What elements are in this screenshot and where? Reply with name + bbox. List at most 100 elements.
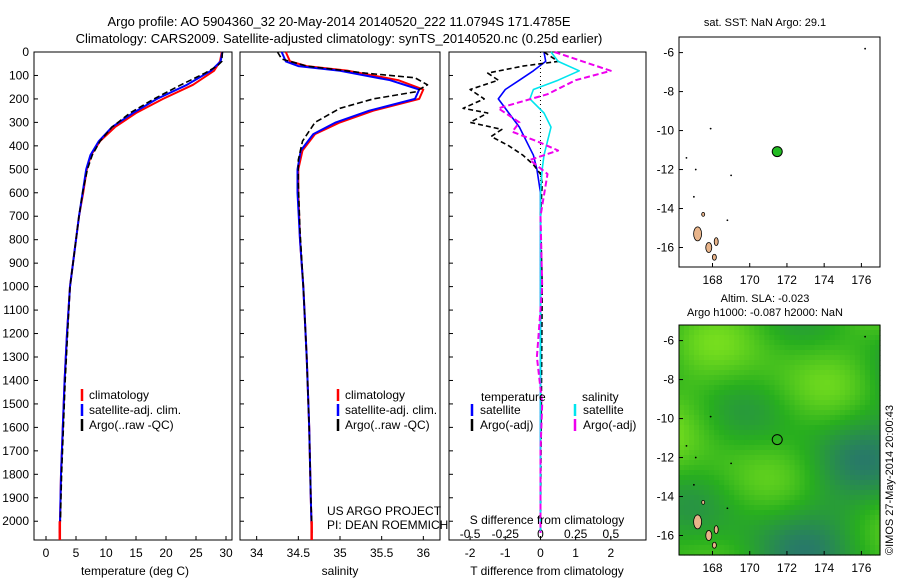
- heatmap-cell: [859, 370, 866, 376]
- heatmap-cell: [819, 400, 826, 406]
- heatmap-cell: [834, 375, 841, 381]
- heatmap-cell: [744, 405, 750, 411]
- heatmap-cell: [734, 385, 740, 391]
- heatmap-cell: [789, 455, 796, 461]
- heatmap-cell: [764, 455, 771, 461]
- heatmap-cell: [834, 420, 841, 426]
- heatmap-cell: [799, 530, 806, 536]
- heatmap-cell: [839, 455, 846, 461]
- heatmap-cell: [769, 465, 776, 471]
- heatmap-cell: [844, 485, 851, 491]
- heatmap-cell: [719, 425, 725, 431]
- heatmap-cell: [754, 365, 761, 371]
- heatmap-cell: [824, 445, 831, 451]
- heatmap-cell: [779, 495, 786, 501]
- heatmap-cell: [764, 385, 771, 391]
- heatmap-cell: [824, 550, 831, 556]
- heatmap-cell: [694, 380, 700, 386]
- heatmap-cell: [684, 375, 690, 381]
- heatmap-cell: [859, 480, 866, 486]
- heatmap-cell: [859, 375, 866, 381]
- heatmap-cell: [744, 435, 750, 441]
- heatmap-cell: [859, 530, 866, 536]
- heatmap-cell: [704, 360, 710, 366]
- y-tick-label: -10: [657, 124, 675, 138]
- plot-frame: [239, 51, 441, 541]
- heatmap-cell: [684, 435, 690, 441]
- heatmap-cell: [744, 455, 750, 461]
- heatmap-cell: [814, 515, 821, 521]
- heatmap-cell: [854, 420, 861, 426]
- heatmap-cell: [734, 535, 740, 541]
- heatmap-cell: [709, 530, 715, 536]
- heatmap-cell: [789, 325, 796, 331]
- heatmap-cell: [704, 380, 710, 386]
- heatmap-cell: [834, 500, 841, 506]
- heatmap-cell: [809, 490, 816, 496]
- heatmap-cell: [784, 445, 791, 451]
- heatmap-cell: [789, 545, 796, 551]
- heatmap-cell: [689, 510, 695, 516]
- heatmap-cell: [874, 550, 881, 556]
- heatmap-cell: [754, 470, 761, 476]
- heatmap-cell: [874, 340, 881, 346]
- heatmap-cell: [859, 385, 866, 391]
- heatmap-cell: [834, 380, 841, 386]
- heatmap-cell: [789, 400, 796, 406]
- heatmap-cell: [799, 535, 806, 541]
- heatmap-cell: [689, 330, 695, 336]
- y-tick-label: 700: [9, 209, 29, 223]
- heatmap-cell: [764, 390, 771, 396]
- heatmap-cell: [829, 395, 836, 401]
- heatmap-cell: [834, 335, 841, 341]
- heatmap-cell: [869, 490, 876, 496]
- heatmap-cell: [684, 500, 690, 506]
- heatmap-cell: [779, 480, 786, 486]
- heatmap-cell: [759, 545, 766, 551]
- heatmap-cell: [834, 330, 841, 336]
- heatmap-cell: [699, 415, 705, 421]
- heatmap-cell: [694, 395, 700, 401]
- heatmap-cell: [759, 385, 766, 391]
- heatmap-cell: [864, 485, 871, 491]
- heatmap-cell: [789, 470, 796, 476]
- heatmap-cell: [844, 440, 851, 446]
- heatmap-cell: [759, 360, 766, 366]
- heatmap-cell: [829, 530, 836, 536]
- heatmap-cell: [794, 455, 801, 461]
- heatmap-cell: [729, 495, 735, 501]
- heatmap-cell: [759, 535, 766, 541]
- heatmap-cell: [734, 440, 740, 446]
- heatmap-cell: [719, 380, 725, 386]
- heatmap-cell: [744, 360, 750, 366]
- heatmap-cell: [679, 470, 685, 476]
- y-tick-label: 2000: [2, 514, 29, 528]
- heatmap-cell: [774, 550, 781, 556]
- plot-frame: [448, 51, 647, 541]
- heatmap-cell: [684, 325, 690, 331]
- heatmap-cell: [679, 410, 685, 416]
- heatmap-cell: [784, 465, 791, 471]
- heatmap-cell: [744, 420, 750, 426]
- heatmap-cell: [864, 325, 871, 331]
- heatmap-cell: [724, 465, 730, 471]
- heatmap-cell: [774, 410, 781, 416]
- heatmap-cell: [789, 535, 796, 541]
- heatmap-cell: [729, 340, 735, 346]
- heatmap-cell: [794, 525, 801, 531]
- heatmap-cell: [789, 540, 796, 546]
- heatmap-cell: [749, 420, 755, 426]
- y-tick-label: -6: [663, 334, 674, 348]
- heatmap-cell: [769, 525, 776, 531]
- heatmap-cell: [699, 390, 705, 396]
- heatmap-cell: [694, 480, 700, 486]
- heatmap-cell: [739, 425, 745, 431]
- heatmap-cell: [844, 495, 851, 501]
- heatmap-cell: [754, 505, 761, 511]
- heatmap-cell: [819, 405, 826, 411]
- heatmap-cell: [834, 465, 841, 471]
- heatmap-cell: [844, 330, 851, 336]
- heatmap-cell: [774, 440, 781, 446]
- heatmap-cell: [734, 460, 740, 466]
- heatmap-cell: [734, 330, 740, 336]
